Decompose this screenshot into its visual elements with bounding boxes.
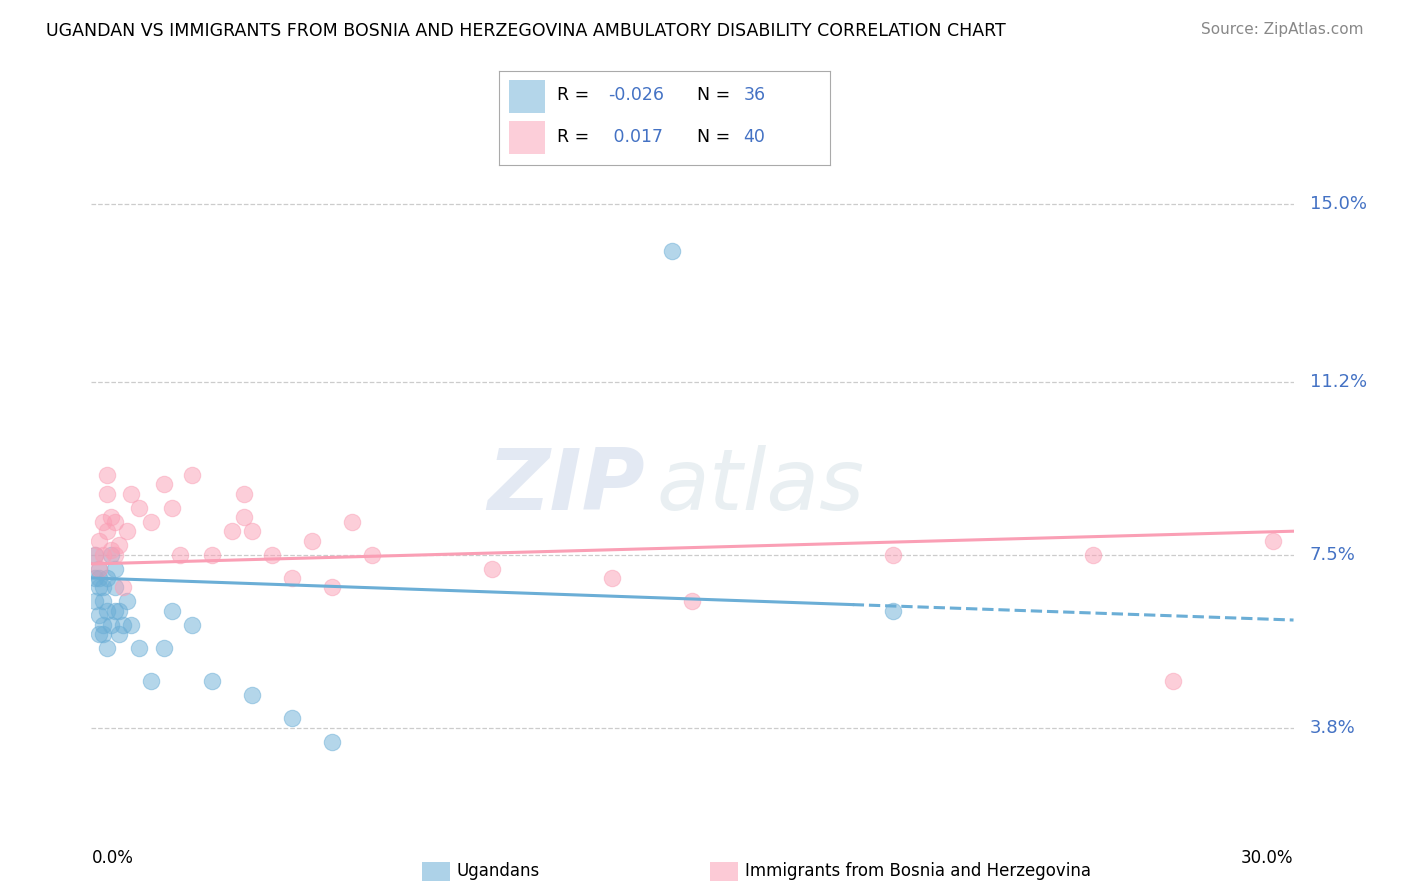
Point xyxy=(89,533,111,548)
Point xyxy=(93,617,115,632)
Text: 3.8%: 3.8% xyxy=(1309,719,1355,737)
Point xyxy=(100,617,122,632)
Point xyxy=(201,673,224,688)
Point xyxy=(117,594,139,608)
Point xyxy=(201,548,224,562)
Point xyxy=(232,510,254,524)
Point xyxy=(281,571,304,585)
Point xyxy=(96,524,118,539)
Point xyxy=(661,244,683,258)
Text: 40: 40 xyxy=(744,128,765,146)
Point xyxy=(180,617,202,632)
Point xyxy=(1083,548,1105,562)
Point xyxy=(882,604,904,618)
Point xyxy=(84,594,107,608)
Text: 0.0%: 0.0% xyxy=(91,849,134,867)
Point xyxy=(602,571,624,585)
Point xyxy=(121,617,143,632)
Point xyxy=(112,580,135,594)
Text: UGANDAN VS IMMIGRANTS FROM BOSNIA AND HERZEGOVINA AMBULATORY DISABILITY CORRELAT: UGANDAN VS IMMIGRANTS FROM BOSNIA AND HE… xyxy=(46,22,1007,40)
Text: Immigrants from Bosnia and Herzegovina: Immigrants from Bosnia and Herzegovina xyxy=(745,863,1091,880)
Point xyxy=(121,487,143,501)
Point xyxy=(1263,533,1285,548)
Point xyxy=(169,548,191,562)
Text: ZIP: ZIP xyxy=(486,445,644,528)
Point xyxy=(260,548,283,562)
Point xyxy=(93,580,115,594)
Text: Ugandans: Ugandans xyxy=(457,863,540,880)
Text: 15.0%: 15.0% xyxy=(1309,195,1367,213)
Point xyxy=(340,515,363,529)
Point xyxy=(100,548,122,562)
Point xyxy=(232,487,254,501)
Point xyxy=(141,673,163,688)
Point xyxy=(100,510,122,524)
Point xyxy=(104,515,127,529)
Point xyxy=(281,711,304,725)
Point xyxy=(96,641,118,656)
Point xyxy=(108,604,131,618)
Point xyxy=(89,561,111,575)
Point xyxy=(481,561,503,575)
Point xyxy=(93,627,115,641)
Text: 11.2%: 11.2% xyxy=(1309,373,1367,391)
Point xyxy=(160,500,183,515)
Point xyxy=(100,542,122,557)
Point xyxy=(108,627,131,641)
Text: N =: N = xyxy=(697,128,737,146)
Text: atlas: atlas xyxy=(657,445,865,528)
Point xyxy=(221,524,243,539)
Point xyxy=(681,594,703,608)
Point xyxy=(1163,673,1185,688)
Point xyxy=(152,477,174,491)
Point xyxy=(152,641,174,656)
Point xyxy=(89,608,111,623)
Point xyxy=(104,548,127,562)
Point xyxy=(141,515,163,529)
Point xyxy=(321,580,343,594)
Text: 0.017: 0.017 xyxy=(609,128,664,146)
Point xyxy=(104,604,127,618)
Bar xyxy=(509,79,546,112)
Point xyxy=(96,571,118,585)
Point xyxy=(93,515,115,529)
Point xyxy=(108,538,131,552)
Point xyxy=(84,571,107,585)
Point xyxy=(93,594,115,608)
Text: N =: N = xyxy=(697,87,737,104)
Text: 7.5%: 7.5% xyxy=(1309,546,1355,564)
Point xyxy=(93,548,115,562)
Point xyxy=(128,500,150,515)
Point xyxy=(301,533,323,548)
Point xyxy=(96,468,118,483)
Text: -0.026: -0.026 xyxy=(609,87,664,104)
Text: Source: ZipAtlas.com: Source: ZipAtlas.com xyxy=(1201,22,1364,37)
Bar xyxy=(509,121,546,153)
Text: R =: R = xyxy=(557,128,595,146)
Point xyxy=(321,734,343,748)
Point xyxy=(240,524,263,539)
Point xyxy=(96,604,118,618)
Point xyxy=(89,561,111,575)
Point xyxy=(89,571,111,585)
Text: 36: 36 xyxy=(744,87,766,104)
Text: 30.0%: 30.0% xyxy=(1241,849,1294,867)
Point xyxy=(84,548,107,562)
Point xyxy=(128,641,150,656)
Point xyxy=(104,580,127,594)
Point xyxy=(112,617,135,632)
Point xyxy=(240,688,263,702)
Point xyxy=(117,524,139,539)
Point xyxy=(84,548,107,562)
Point xyxy=(89,627,111,641)
Point xyxy=(96,487,118,501)
Point xyxy=(360,548,382,562)
Point xyxy=(180,468,202,483)
Point xyxy=(104,561,127,575)
Point xyxy=(89,580,111,594)
Point xyxy=(882,548,904,562)
Text: R =: R = xyxy=(557,87,595,104)
Point xyxy=(160,604,183,618)
